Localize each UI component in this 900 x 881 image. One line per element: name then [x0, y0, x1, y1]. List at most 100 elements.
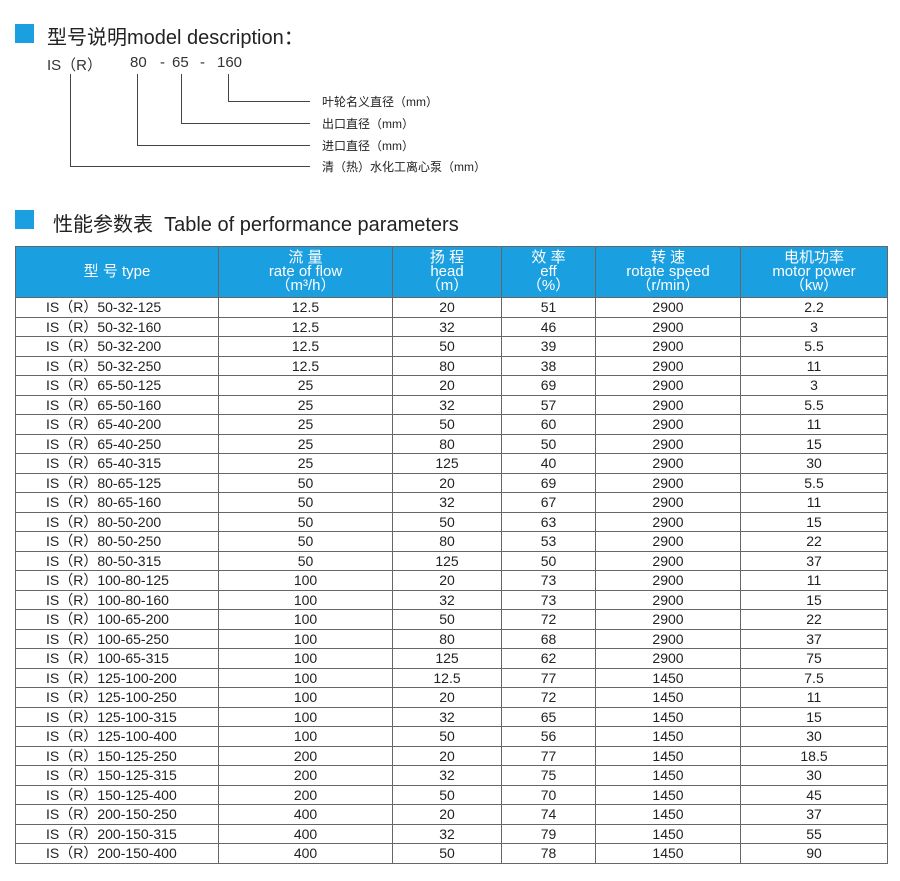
- model-cell: IS（R）65-50-160: [15, 394, 219, 415]
- header-cell: 电机功率 motor power （kw）: [740, 246, 888, 298]
- code-part: 160: [217, 54, 243, 71]
- cell: 2900: [595, 550, 741, 571]
- cell: 12.5: [218, 355, 393, 376]
- cell: 2900: [595, 336, 741, 357]
- cell: 2.2: [740, 297, 888, 318]
- cell: 1450: [595, 765, 741, 786]
- cell: 2900: [595, 589, 741, 610]
- cell: 32: [392, 316, 502, 337]
- cell: 50: [218, 492, 393, 513]
- row: IS（R）200-150-250 400 20 74 1450 37: [15, 804, 888, 825]
- model-cell: IS（R）80-50-315: [15, 550, 219, 571]
- cell: 1450: [595, 745, 741, 766]
- cell: 2900: [595, 394, 741, 415]
- header-cell: 扬 程 head （m）: [392, 246, 502, 298]
- cell: 80: [392, 628, 502, 649]
- header-text: （r/min）: [636, 277, 700, 294]
- cell: 2900: [595, 531, 741, 552]
- cell: 75: [501, 765, 596, 786]
- cell: 2900: [595, 297, 741, 318]
- cell: 3: [740, 316, 888, 337]
- model-cell: IS（R）65-40-250: [15, 433, 219, 454]
- cell: 80: [392, 531, 502, 552]
- cell: 20: [392, 472, 502, 493]
- cell: 32: [392, 765, 502, 786]
- cell: 3: [740, 375, 888, 396]
- header-cell: 效 率 eff （%）: [501, 246, 596, 298]
- cell: 5.5: [740, 336, 888, 357]
- cell: 69: [501, 375, 596, 396]
- cell: 39: [501, 336, 596, 357]
- cell: 125: [392, 648, 502, 669]
- cell: 12.5: [218, 316, 393, 337]
- header-text: （m）: [425, 277, 469, 294]
- cell: 20: [392, 687, 502, 708]
- cell: 11: [740, 492, 888, 513]
- cell: 1450: [595, 667, 741, 688]
- cell: 50: [501, 550, 596, 571]
- cell: 100: [218, 570, 393, 591]
- cell: 12.5: [218, 297, 393, 318]
- cell: 1450: [595, 687, 741, 708]
- cell: 72: [501, 609, 596, 630]
- cell: 90: [740, 843, 888, 864]
- cell: 32: [392, 394, 502, 415]
- row: IS（R）65-40-315 25 125 40 2900 30: [15, 453, 888, 474]
- cell: 50: [392, 511, 502, 532]
- section-title: 性能参数表 Table of performance parameters: [53, 214, 459, 236]
- cell: 40: [501, 453, 596, 474]
- cell: 200: [218, 765, 393, 786]
- model-cell: IS（R）150-125-315: [15, 765, 219, 786]
- cell: 45: [740, 784, 888, 805]
- model-cell: IS（R）80-65-160: [15, 492, 219, 513]
- row: IS（R）65-40-200 25 50 60 2900 11: [15, 414, 888, 435]
- cell: 50: [392, 336, 502, 357]
- cell: 51: [501, 297, 596, 318]
- header-text: 效 率: [531, 249, 566, 266]
- cell: 37: [740, 804, 888, 825]
- cell: 50: [392, 726, 502, 747]
- note: 进口直径（mm）: [322, 139, 414, 153]
- code-part: -: [160, 54, 165, 71]
- cell: 12.5: [218, 336, 393, 357]
- cell: 2900: [595, 316, 741, 337]
- row: IS（R）150-125-400 200 50 70 1450 45: [15, 784, 888, 805]
- cell: 1450: [595, 726, 741, 747]
- cell: 57: [501, 394, 596, 415]
- cell: 25: [218, 375, 393, 396]
- row: IS（R）80-50-250 50 80 53 2900 22: [15, 531, 888, 552]
- cell: 5.5: [740, 472, 888, 493]
- cell: 100: [218, 726, 393, 747]
- cell: 2900: [595, 648, 741, 669]
- header-text: （m³/h）: [275, 277, 336, 294]
- header-text: 型 号 type: [83, 263, 151, 280]
- code-part: 80: [130, 54, 147, 71]
- icon: [15, 210, 34, 229]
- row: IS（R）80-50-315 50 125 50 2900 37: [15, 550, 888, 571]
- cell: 25: [218, 414, 393, 435]
- leader: [70, 166, 310, 167]
- header-cell: 转 速 rotate speed （r/min）: [595, 246, 741, 298]
- row: IS（R）100-65-200 100 50 72 2900 22: [15, 609, 888, 630]
- cell: 20: [392, 570, 502, 591]
- cell: 77: [501, 745, 596, 766]
- cell: 56: [501, 726, 596, 747]
- row: IS（R）150-125-315 200 32 75 1450 30: [15, 765, 888, 786]
- row: IS（R）100-65-315 100 125 62 2900 75: [15, 648, 888, 669]
- cell: 100: [218, 648, 393, 669]
- leader: [181, 74, 182, 123]
- cell: 2900: [595, 433, 741, 454]
- row: IS（R）80-65-125 50 20 69 2900 5.5: [15, 472, 888, 493]
- leader: [228, 101, 310, 102]
- header-text: （kw）: [789, 277, 839, 294]
- section-title: 型号说明model description：: [47, 27, 304, 49]
- code-part: 65: [172, 54, 189, 71]
- model-cell: IS（R）80-50-200: [15, 511, 219, 532]
- cell: 11: [740, 355, 888, 376]
- header-text: motor power: [772, 263, 856, 280]
- model-cell: IS（R）150-125-400: [15, 784, 219, 805]
- cell: 15: [740, 706, 888, 727]
- model-cell: IS（R）100-65-315: [15, 648, 219, 669]
- cell: 11: [740, 570, 888, 591]
- cell: 79: [501, 823, 596, 844]
